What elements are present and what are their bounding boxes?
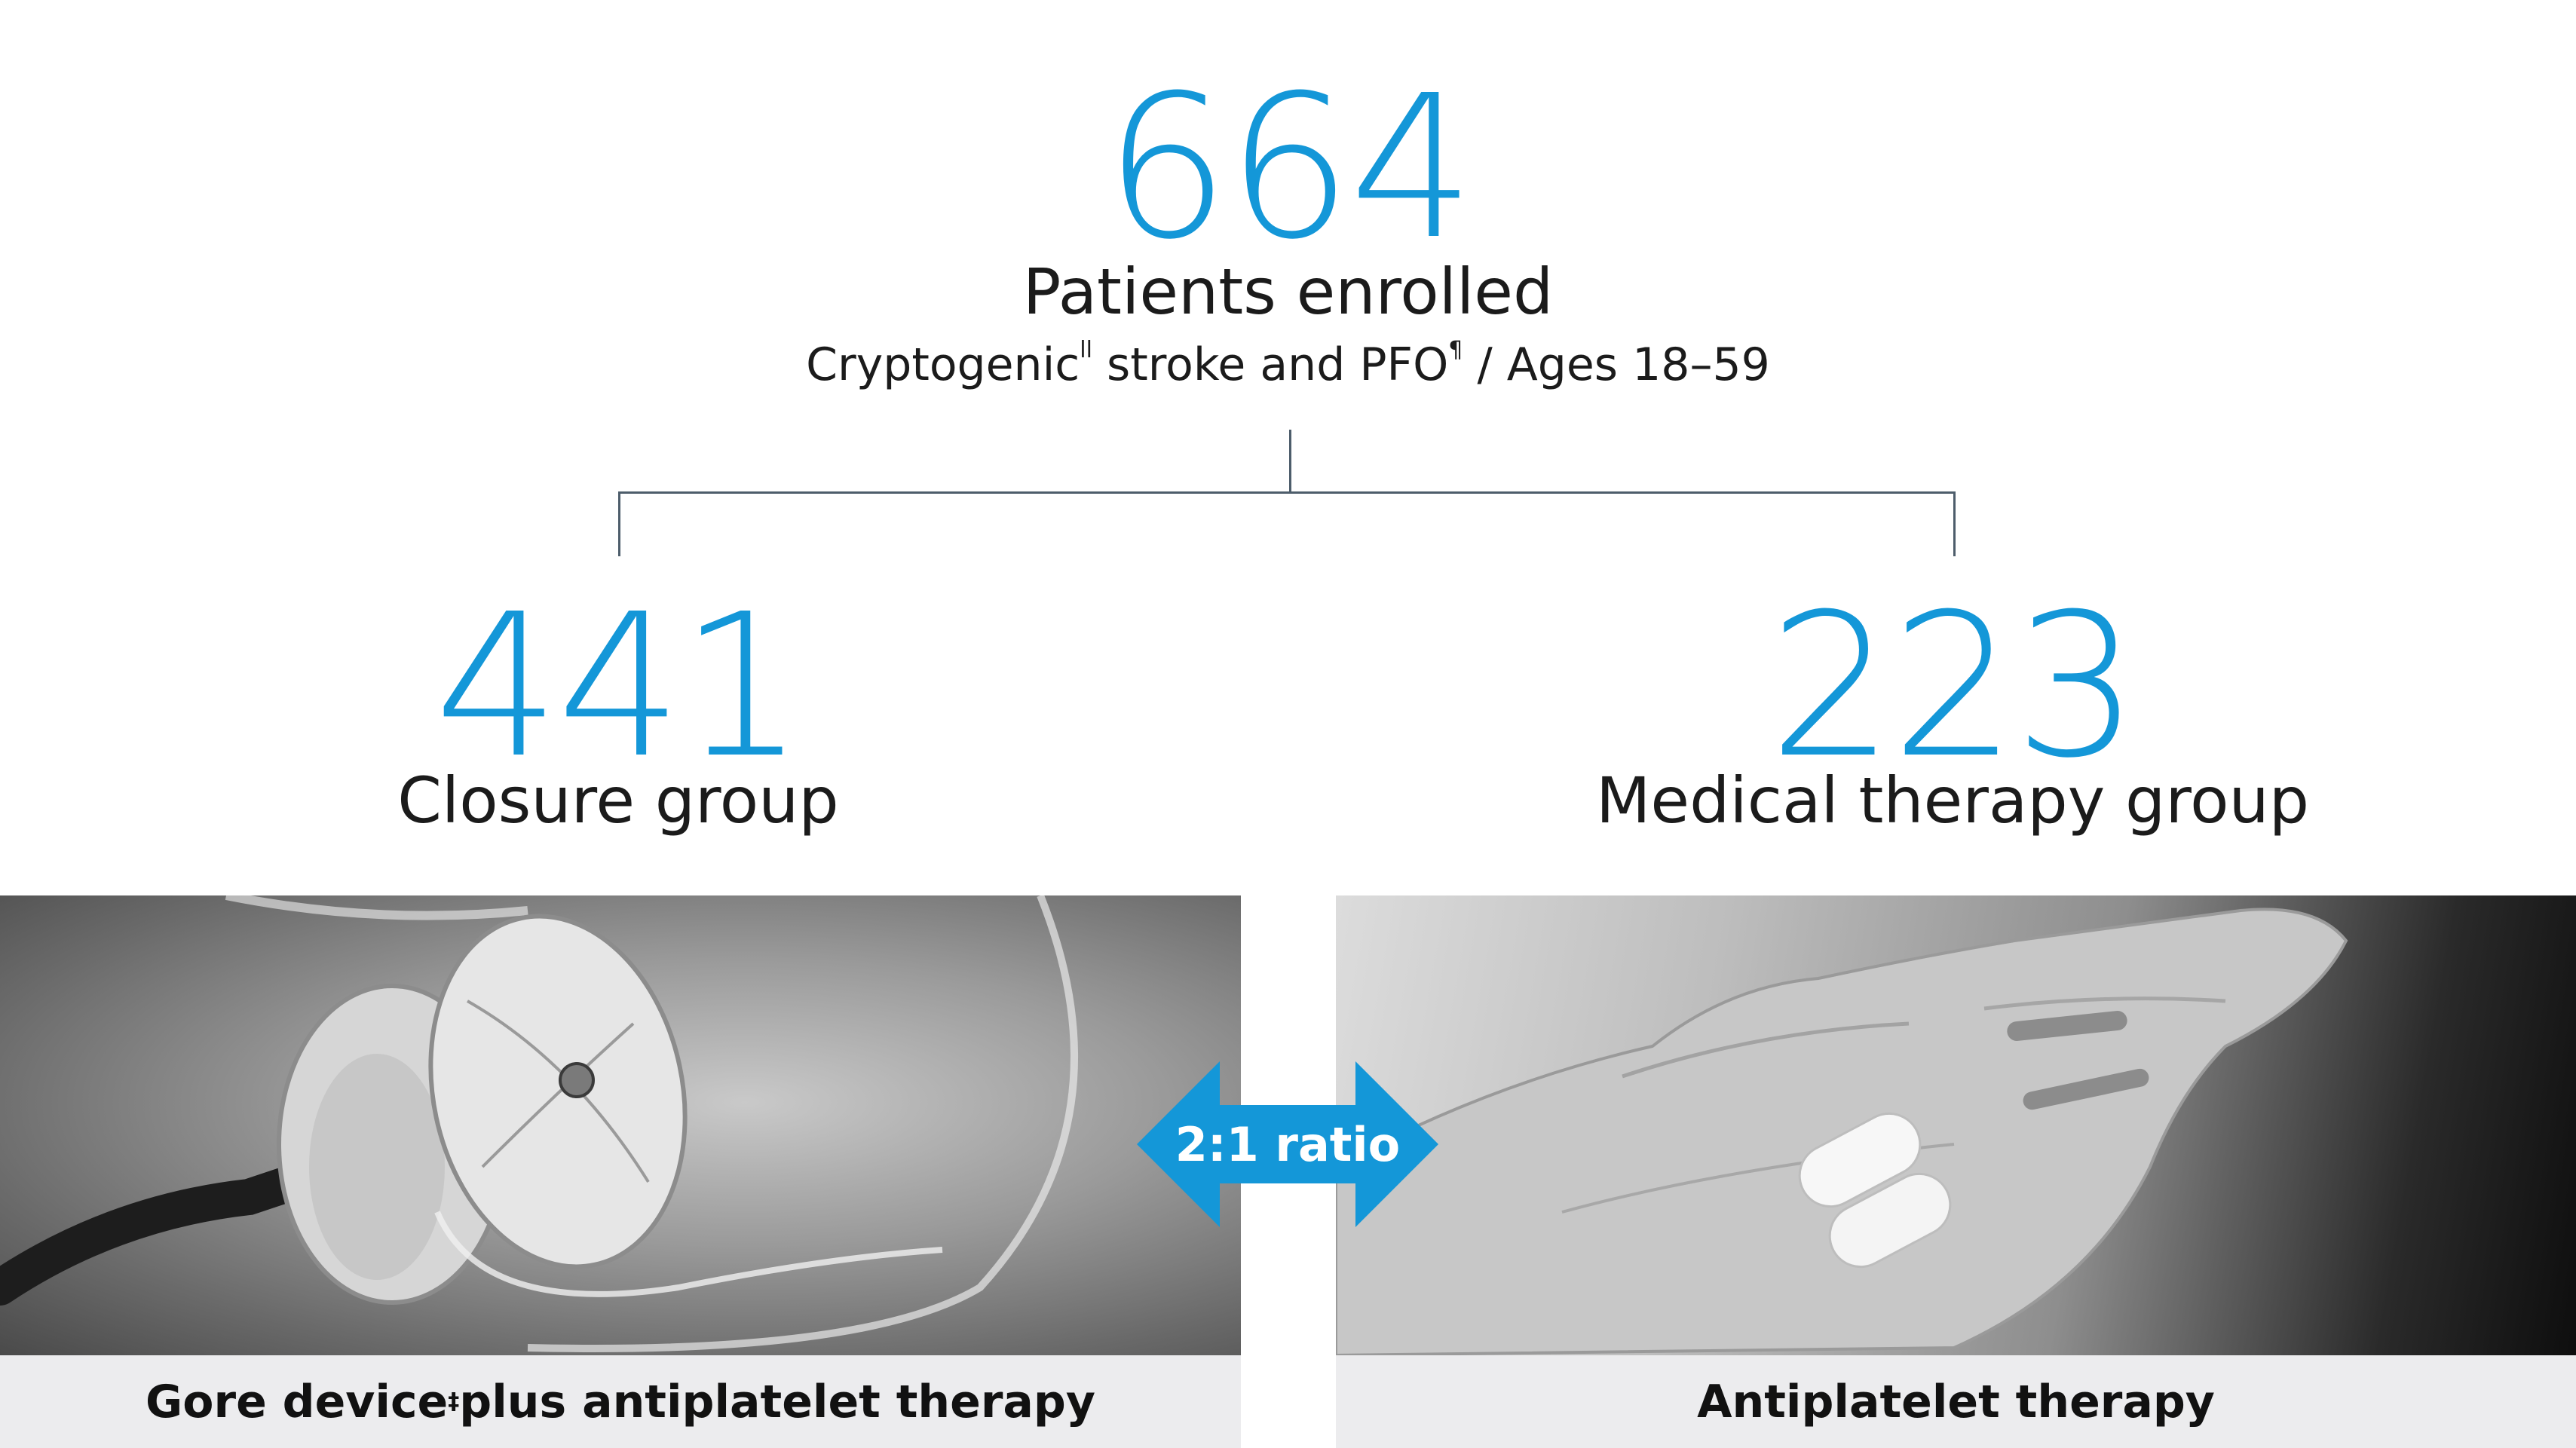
closure-therapy-caption: Gore device ‡ plus antiplatelet therapy (0, 1355, 1241, 1448)
criteria-part-3: / Ages 18–59 (1463, 338, 1770, 391)
pill-1 (1798, 1112, 1922, 1208)
hand-with-pills-photo (1336, 895, 2576, 1355)
occluder-device-photo (0, 895, 1241, 1355)
closure-group-label: Closure group (397, 764, 839, 837)
tree-stem-line (1289, 430, 1291, 494)
medical-therapy-caption: Antiplatelet therapy (1336, 1355, 2576, 1448)
criteria-footnote-1: ll (1080, 337, 1092, 363)
total-patients-label: Patients enrolled (1022, 255, 1554, 329)
left-caption-part-1: Gore device (145, 1375, 449, 1428)
closure-group-count: 441 (433, 571, 805, 801)
occluder-device-illustration (0, 895, 1078, 1352)
pill-2 (1828, 1172, 1952, 1269)
left-caption-footnote: ‡ (448, 1388, 460, 1415)
criteria-part-2: stroke and PFO (1092, 338, 1449, 391)
criteria-footnote-2: ¶ (1448, 337, 1463, 363)
ratio-label: 2:1 ratio (1175, 1116, 1401, 1172)
left-caption-part-2: plus antiplatelet therapy (459, 1375, 1095, 1428)
tree-horizontal-line (618, 491, 1956, 494)
enrollment-criteria: Cryptogenicll stroke and PFO¶ / Ages 18–… (0, 337, 2576, 388)
total-patients-count: 664 (1104, 53, 1475, 283)
hand-illustration (1336, 908, 2348, 1355)
criteria-part-1: Cryptogenic (806, 338, 1080, 391)
tree-right-branch-line (1953, 491, 1956, 556)
medical-group-label: Medical therapy group (1595, 764, 2310, 837)
ratio-double-arrow-icon (1137, 1061, 1438, 1227)
medical-group-count: 223 (1768, 571, 2140, 801)
tree-left-branch-line (618, 491, 620, 556)
